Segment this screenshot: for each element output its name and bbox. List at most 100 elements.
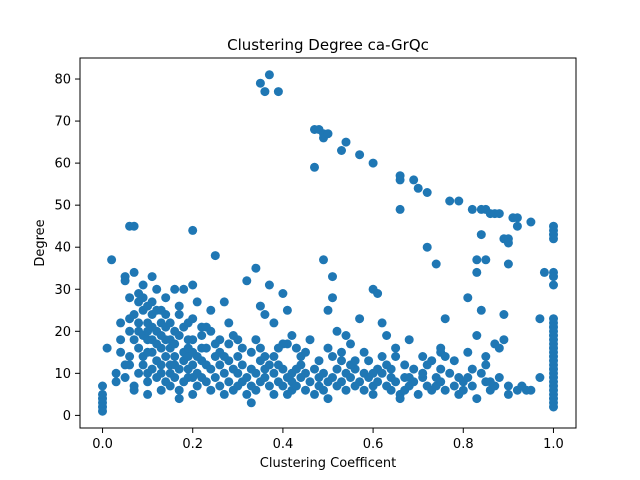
data-point xyxy=(251,263,261,273)
data-point xyxy=(467,204,477,214)
data-point xyxy=(219,297,229,307)
data-point xyxy=(269,318,279,328)
data-point xyxy=(210,251,220,261)
data-point xyxy=(264,360,274,370)
data-point xyxy=(129,221,139,231)
data-point xyxy=(337,146,346,155)
data-point xyxy=(422,242,432,252)
data-point xyxy=(436,364,446,374)
data-point xyxy=(174,301,184,311)
data-point xyxy=(549,280,558,290)
data-point xyxy=(206,305,216,315)
data-point xyxy=(156,360,166,370)
data-point xyxy=(314,356,324,366)
data-point xyxy=(476,230,486,240)
data-point xyxy=(174,394,184,404)
data-point xyxy=(147,297,157,307)
data-point xyxy=(305,377,315,387)
data-point xyxy=(233,335,243,345)
data-point xyxy=(134,297,144,307)
data-point xyxy=(134,318,144,328)
data-point xyxy=(251,335,261,345)
data-point xyxy=(147,364,157,374)
data-point xyxy=(490,339,500,349)
data-point xyxy=(472,394,482,404)
data-point xyxy=(291,343,301,353)
data-point xyxy=(174,364,184,374)
data-point xyxy=(161,293,171,303)
data-point xyxy=(152,284,162,294)
data-point xyxy=(273,87,283,97)
data-point xyxy=(323,129,333,139)
data-point xyxy=(404,373,414,382)
data-point xyxy=(269,352,279,361)
data-point xyxy=(418,368,428,378)
data-point xyxy=(255,343,265,353)
x-tick-label: 1.0 xyxy=(543,437,564,452)
data-point xyxy=(472,255,482,265)
data-point xyxy=(242,389,252,399)
data-point xyxy=(111,377,121,387)
data-point xyxy=(449,381,459,391)
data-point xyxy=(138,360,148,370)
data-point xyxy=(512,213,522,223)
data-point xyxy=(278,364,288,374)
data-point xyxy=(337,347,346,357)
data-point xyxy=(481,360,491,370)
data-point xyxy=(188,360,198,370)
data-point xyxy=(233,368,243,378)
data-point xyxy=(463,347,473,357)
x-tick-label: 0.4 xyxy=(273,437,294,452)
data-point xyxy=(156,305,166,315)
data-point xyxy=(156,331,166,340)
points-layer xyxy=(98,70,558,416)
data-point xyxy=(179,377,189,387)
data-point xyxy=(219,389,229,399)
data-point xyxy=(368,389,378,399)
data-point xyxy=(440,314,450,324)
data-point xyxy=(129,267,139,277)
data-point xyxy=(107,255,117,265)
data-point xyxy=(278,289,288,298)
data-point xyxy=(395,171,405,181)
data-point xyxy=(539,267,549,277)
data-point xyxy=(341,331,351,340)
data-point xyxy=(192,381,202,391)
data-point xyxy=(192,297,202,307)
data-point xyxy=(192,352,202,361)
data-point xyxy=(269,389,279,399)
data-point xyxy=(440,352,450,361)
data-point xyxy=(328,272,337,282)
data-point xyxy=(156,368,166,378)
data-point xyxy=(395,204,405,214)
data-point xyxy=(219,352,229,361)
data-point xyxy=(355,150,365,160)
data-point xyxy=(165,381,175,391)
data-point xyxy=(386,385,396,395)
data-point xyxy=(341,137,351,147)
data-point xyxy=(273,343,283,353)
data-point xyxy=(269,368,279,378)
data-point xyxy=(476,368,486,378)
data-point xyxy=(422,188,432,197)
data-point xyxy=(472,267,482,277)
data-point xyxy=(233,352,243,361)
data-point xyxy=(549,402,558,412)
data-point xyxy=(467,364,477,374)
data-point xyxy=(427,356,437,366)
data-point xyxy=(503,238,513,248)
data-point xyxy=(291,381,301,391)
data-point xyxy=(503,259,513,269)
data-point xyxy=(368,368,378,378)
data-point xyxy=(129,385,139,395)
data-point xyxy=(481,352,491,361)
data-point xyxy=(503,381,513,391)
data-point xyxy=(359,347,369,357)
data-point xyxy=(418,352,428,361)
data-point xyxy=(359,385,369,395)
data-point xyxy=(400,360,410,370)
data-point xyxy=(174,385,184,395)
data-point xyxy=(116,318,126,328)
data-point xyxy=(395,394,405,404)
